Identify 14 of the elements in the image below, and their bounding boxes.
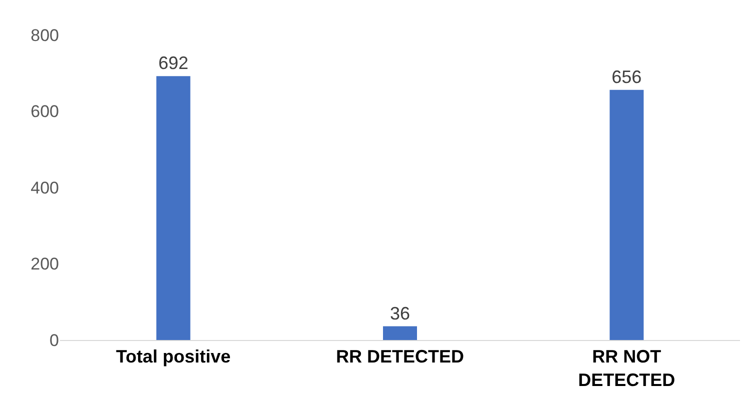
y-tick-label: 400 bbox=[30, 178, 59, 198]
x-tick-label: Total positive bbox=[116, 346, 231, 367]
x-tick-label: RR DETECTED bbox=[336, 346, 464, 367]
data-label: 656 bbox=[612, 66, 642, 87]
data-label: 692 bbox=[158, 53, 188, 74]
y-tick-label: 200 bbox=[30, 254, 59, 274]
data-label: 36 bbox=[390, 303, 410, 324]
y-tick-label: 0 bbox=[50, 330, 59, 350]
y-tick-label: 600 bbox=[30, 102, 59, 122]
x-tick-label: RR NOT DETECTED bbox=[578, 346, 676, 390]
bar bbox=[610, 90, 644, 340]
bar bbox=[383, 326, 417, 340]
y-tick-label: 800 bbox=[30, 26, 59, 45]
bar bbox=[156, 76, 190, 340]
